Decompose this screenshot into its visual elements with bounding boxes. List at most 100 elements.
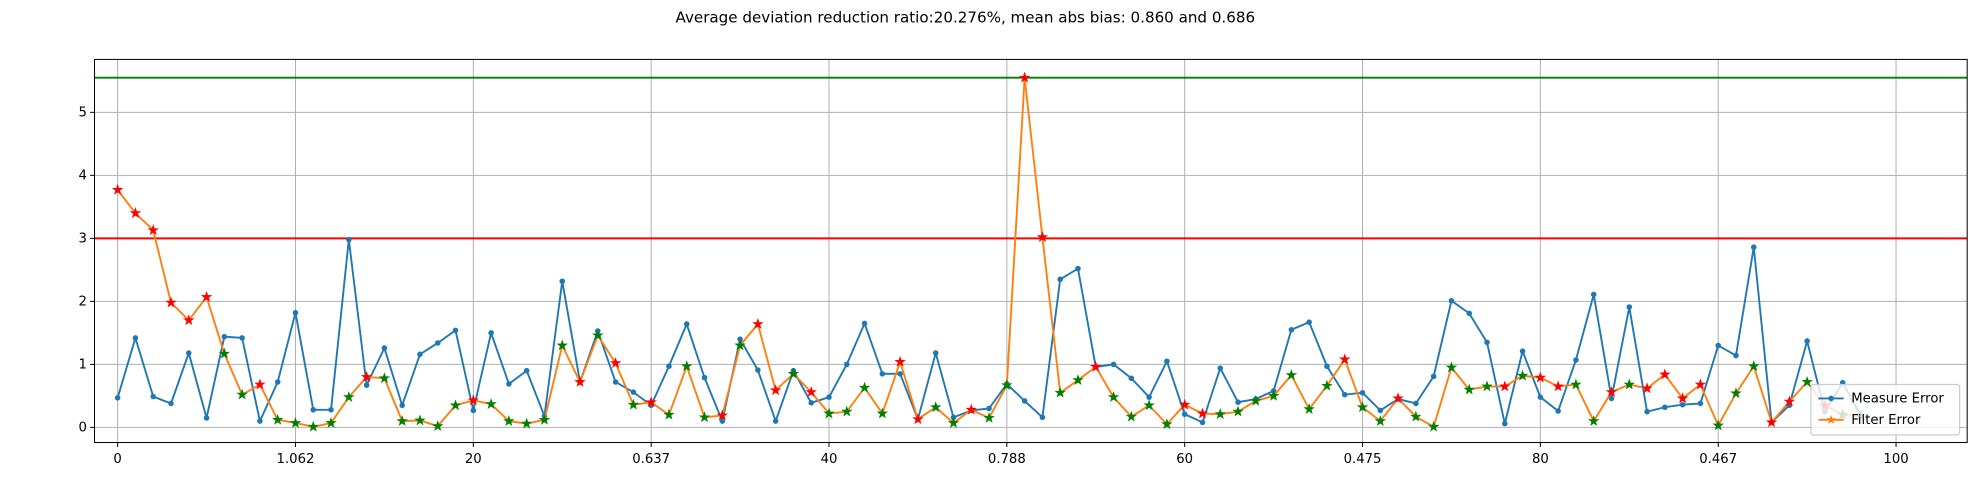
dot-marker (701, 374, 708, 381)
star-marker (1232, 405, 1244, 417)
star-marker (1090, 360, 1102, 372)
star-marker (1178, 398, 1191, 410)
dot-marker (150, 393, 156, 400)
dot-marker (1448, 297, 1455, 304)
star-marker (698, 411, 711, 423)
star-marker (627, 398, 640, 410)
star-marker (200, 290, 213, 302)
x-tick-label: 0.788 (988, 452, 1026, 467)
dot-marker (1430, 373, 1437, 380)
dot-marker (612, 379, 619, 385)
star-marker (1587, 415, 1600, 426)
dot-marker (808, 400, 814, 406)
y-tick-label: 4 (79, 168, 87, 183)
dot-marker (1288, 326, 1295, 333)
star-marker (1445, 361, 1458, 373)
dot-marker (1715, 342, 1721, 349)
dot-marker (1662, 404, 1668, 411)
star-marker (841, 405, 853, 417)
legend-label: Measure Error (1851, 391, 1944, 406)
star-marker (360, 370, 373, 382)
star-marker (378, 372, 391, 384)
y-tick-label: 0 (79, 420, 87, 435)
star-marker (1321, 379, 1333, 391)
star-marker (1694, 378, 1707, 390)
dot-marker (1146, 394, 1152, 400)
dot-marker (328, 406, 334, 413)
dot-marker (1306, 319, 1312, 325)
star-marker (503, 415, 515, 426)
star-marker (947, 416, 960, 428)
dot-marker (666, 363, 672, 370)
dot-marker (844, 361, 850, 368)
star-marker (912, 413, 924, 425)
dot-marker (1199, 419, 1206, 426)
star-marker (858, 381, 871, 393)
star-marker (1499, 380, 1511, 392)
dot-marker (434, 340, 441, 346)
star-marker (805, 386, 817, 397)
x-tick-label: 0 (113, 452, 121, 467)
dot-marker (203, 415, 210, 421)
star-marker (165, 296, 177, 308)
star-marker (1392, 392, 1404, 404)
star-marker (1001, 379, 1013, 391)
star-marker (1374, 415, 1387, 426)
dot-marker (168, 400, 174, 407)
dot-marker (523, 367, 530, 374)
dot-marker (1235, 399, 1241, 405)
star-marker (236, 388, 248, 400)
dot-marker (274, 379, 281, 385)
dot-marker (737, 336, 743, 342)
dot-marker (1057, 276, 1063, 283)
dot-marker (239, 335, 245, 341)
star-marker (876, 407, 889, 419)
x-tick-label: 0.475 (1344, 452, 1382, 467)
star-marker (1285, 369, 1298, 380)
star-marker (1125, 410, 1138, 422)
dot-marker (1021, 398, 1028, 404)
dot-marker (1110, 361, 1117, 368)
y-tick-label: 3 (79, 231, 87, 246)
dot-marker (1555, 408, 1561, 414)
dot-marker (363, 382, 370, 388)
star-marker (609, 357, 622, 368)
x-tick-label: 80 (1532, 452, 1549, 467)
dot-marker (132, 335, 139, 341)
dot-marker (932, 350, 939, 356)
x-tick-label: 0.637 (632, 452, 670, 467)
series-line (116, 239, 1862, 425)
dot-marker (1359, 389, 1366, 396)
star-marker (1765, 416, 1778, 428)
star-marker (769, 384, 782, 396)
dot-marker (986, 405, 992, 412)
dot-marker (630, 389, 637, 395)
star-marker (289, 416, 302, 428)
y-tick-label: 5 (79, 105, 87, 120)
y-tick-label: 1 (79, 357, 87, 372)
star-marker (983, 411, 995, 423)
dot-marker (488, 330, 494, 336)
dot-marker (1626, 304, 1633, 310)
star-marker (1214, 408, 1226, 420)
dot-marker (452, 327, 459, 334)
dot-marker (1484, 339, 1490, 346)
chart-title: Average deviation reduction ratio:20.276… (676, 8, 1256, 26)
dot-marker (399, 402, 405, 409)
star-marker (787, 367, 800, 379)
star-marker (663, 408, 675, 420)
star-marker (1481, 380, 1493, 392)
x-tick-label: 100 (1883, 452, 1908, 467)
star-marker (396, 415, 408, 426)
dot-marker (1502, 420, 1508, 427)
dot-marker (346, 236, 352, 243)
dot-marker (257, 418, 263, 424)
dot-marker (417, 351, 423, 358)
star-marker (1072, 374, 1084, 386)
dot-marker (1679, 401, 1686, 408)
star-marker (1605, 386, 1618, 397)
dot-marker (381, 345, 388, 351)
dot-marker (897, 371, 903, 377)
dot-marker (506, 381, 512, 387)
star-marker (254, 378, 266, 390)
